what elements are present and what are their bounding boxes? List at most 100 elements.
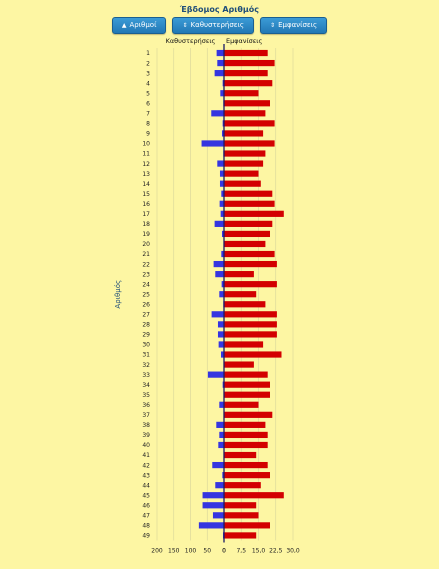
appearance-bar <box>224 351 282 358</box>
category-label: 21 <box>142 251 150 258</box>
delay-bar <box>222 80 224 87</box>
appearance-bar <box>224 331 277 338</box>
appearance-bar <box>224 80 273 87</box>
appearance-bar <box>224 461 268 469</box>
category-label: 16 <box>142 201 150 208</box>
category-label: 33 <box>142 372 150 379</box>
appearance-tick-label: 15,0 <box>252 547 266 554</box>
appearance-bar <box>224 522 270 529</box>
appearance-bar <box>224 250 275 258</box>
category-label: 38 <box>142 422 150 429</box>
category-label: 31 <box>142 352 150 359</box>
delay-bar <box>219 180 224 187</box>
appearance-bar <box>224 220 273 227</box>
category-label: 40 <box>142 442 150 449</box>
appearance-bar <box>224 59 275 67</box>
category-label: 39 <box>142 432 150 439</box>
category-label: 7 <box>146 111 150 118</box>
appearance-bar <box>224 260 277 268</box>
appearance-bar <box>224 180 261 187</box>
appearance-bar <box>224 49 268 57</box>
appearance-bar <box>224 190 273 197</box>
delay-bar <box>221 250 224 258</box>
category-label: 45 <box>142 492 150 499</box>
delay-bar <box>212 512 224 519</box>
category-label: 5 <box>146 90 150 97</box>
appearance-bar <box>224 140 275 147</box>
appearance-bar <box>224 100 270 107</box>
delay-bar <box>219 291 224 298</box>
category-label: 13 <box>142 171 150 178</box>
appearance-bar <box>224 341 264 348</box>
delay-bar <box>215 482 224 489</box>
chart-title: Έβδομος Αριθμός <box>179 5 260 14</box>
category-label: 43 <box>142 472 150 479</box>
category-label: 4 <box>146 80 150 87</box>
category-label: 8 <box>146 121 150 128</box>
delay-bar <box>219 170 224 177</box>
delay-bar <box>202 502 224 509</box>
appearance-tick-label: 0 <box>222 547 226 554</box>
sort-by-number-button[interactable]: ▲ Αριθμοί <box>111 17 167 34</box>
appearance-bar <box>224 160 264 167</box>
category-label: 6 <box>146 100 150 107</box>
delay-bar <box>202 492 224 499</box>
appearance-bar <box>224 210 284 217</box>
category-label: 48 <box>142 523 150 530</box>
appearance-bar <box>224 401 259 408</box>
appearance-bar <box>224 451 257 459</box>
appearance-bar <box>224 361 254 368</box>
appearance-bar <box>224 291 257 298</box>
category-label: 35 <box>142 392 150 399</box>
delay-bar <box>222 381 224 388</box>
delay-bar <box>212 461 224 469</box>
sort-by-appearances-button[interactable]: ⇕ Εμφανίσεις <box>260 17 328 34</box>
category-label: 37 <box>142 412 150 419</box>
delay-bar <box>217 321 224 328</box>
category-label: 19 <box>142 231 150 238</box>
category-label: 18 <box>142 221 150 228</box>
category-label: 24 <box>142 281 150 288</box>
delay-tick-label: 150 <box>168 547 180 554</box>
sort-toolbar: ▲ Αριθμοί ⇕ Καθυστερήσεις ⇕ Εμφανίσεις <box>0 17 439 34</box>
appearance-bar <box>224 200 275 207</box>
delay-bar <box>222 472 224 479</box>
sort-icon: ⇕ <box>182 22 188 29</box>
arrow-up-icon: ▲ <box>121 22 127 29</box>
appearance-bar <box>224 502 257 509</box>
category-label: 27 <box>142 312 150 319</box>
category-label: 2 <box>146 60 150 67</box>
sort-by-appearances-label: Εμφανίσεις <box>278 21 318 29</box>
delay-bar <box>219 200 224 207</box>
category-label: 25 <box>142 291 150 298</box>
category-label: 32 <box>142 362 150 369</box>
sort-by-delays-label: Καθυστερήσεις <box>190 21 245 29</box>
series-header-appearances: Εμφανίσεις <box>226 37 262 45</box>
appearance-bar <box>224 492 284 499</box>
delay-tick-label: 200 <box>151 547 163 554</box>
category-label: 9 <box>146 131 150 138</box>
delay-bar <box>216 49 224 57</box>
appearance-bar <box>224 170 259 177</box>
appearance-bar <box>224 431 268 439</box>
appearance-bar <box>224 301 266 308</box>
category-label: 42 <box>142 462 150 469</box>
delay-bar <box>221 281 224 288</box>
appearance-bar <box>224 311 277 318</box>
category-label: 30 <box>142 342 150 349</box>
delay-bar <box>218 441 224 449</box>
category-label: 14 <box>142 181 150 188</box>
delay-bar <box>198 522 224 529</box>
appearance-bar <box>224 271 254 278</box>
appearance-bar <box>224 70 268 77</box>
category-label: 1 <box>146 50 150 57</box>
sort-by-delays-button[interactable]: ⇕ Καθυστερήσεις <box>172 17 255 34</box>
category-label: 44 <box>142 482 150 489</box>
delay-bar <box>222 120 224 127</box>
category-label: 36 <box>142 402 150 409</box>
category-label: 29 <box>142 332 150 339</box>
category-label: 22 <box>142 261 150 268</box>
category-label: 15 <box>142 191 150 198</box>
delay-bar <box>220 90 224 97</box>
